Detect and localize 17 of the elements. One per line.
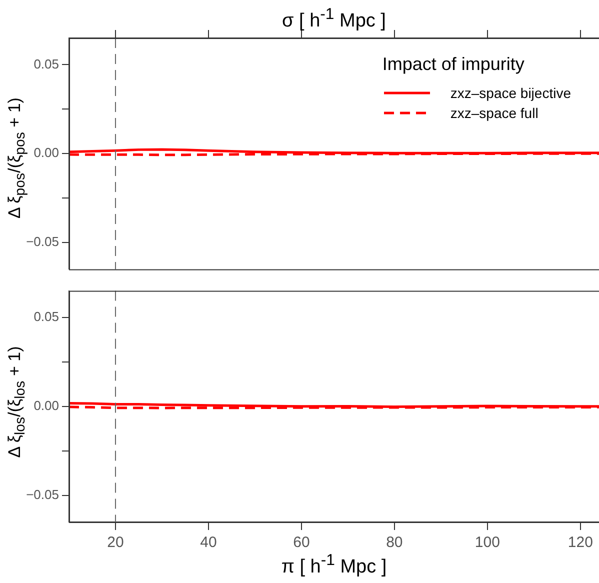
y-tick-label: −0.05 [26,234,59,250]
y-tick-label: −0.05 [26,486,59,502]
x-tick-label: 40 [200,534,217,552]
y-tick-label: 0.00 [34,398,59,413]
y-tick-label: 0.05 [34,56,59,72]
x-tick-label: 80 [386,534,403,552]
legend-title: Impact of impurity [382,54,526,75]
x-axis-title: σ [ h$^{-1}$ Mpc ] [281,6,387,32]
legend-label: zxz–space bijective [450,85,571,101]
x-tick-label: 100 [474,534,500,552]
x-axis-title: π [ h$^{-1}$ Mpc ] [280,552,388,578]
x-tick-label: 20 [107,534,124,552]
x-tick-label: 120 [568,534,593,552]
y-tick-label: 0.05 [34,309,59,324]
y-tick-label: 0.00 [34,145,59,160]
x-tick-label: 60 [293,534,310,552]
legend-label: zxz–space full [450,105,538,121]
